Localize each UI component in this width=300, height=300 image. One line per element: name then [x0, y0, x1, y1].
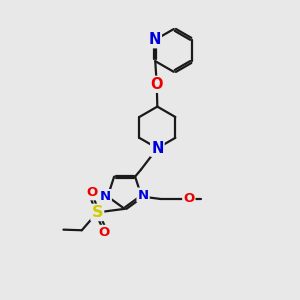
- Text: O: O: [183, 192, 194, 206]
- Text: O: O: [98, 226, 110, 239]
- Text: S: S: [92, 205, 103, 220]
- Text: O: O: [151, 77, 163, 92]
- Text: N: N: [151, 141, 164, 156]
- Text: N: N: [148, 32, 161, 47]
- Text: O: O: [86, 186, 98, 199]
- Text: N: N: [137, 188, 148, 202]
- Text: N: N: [100, 190, 111, 203]
